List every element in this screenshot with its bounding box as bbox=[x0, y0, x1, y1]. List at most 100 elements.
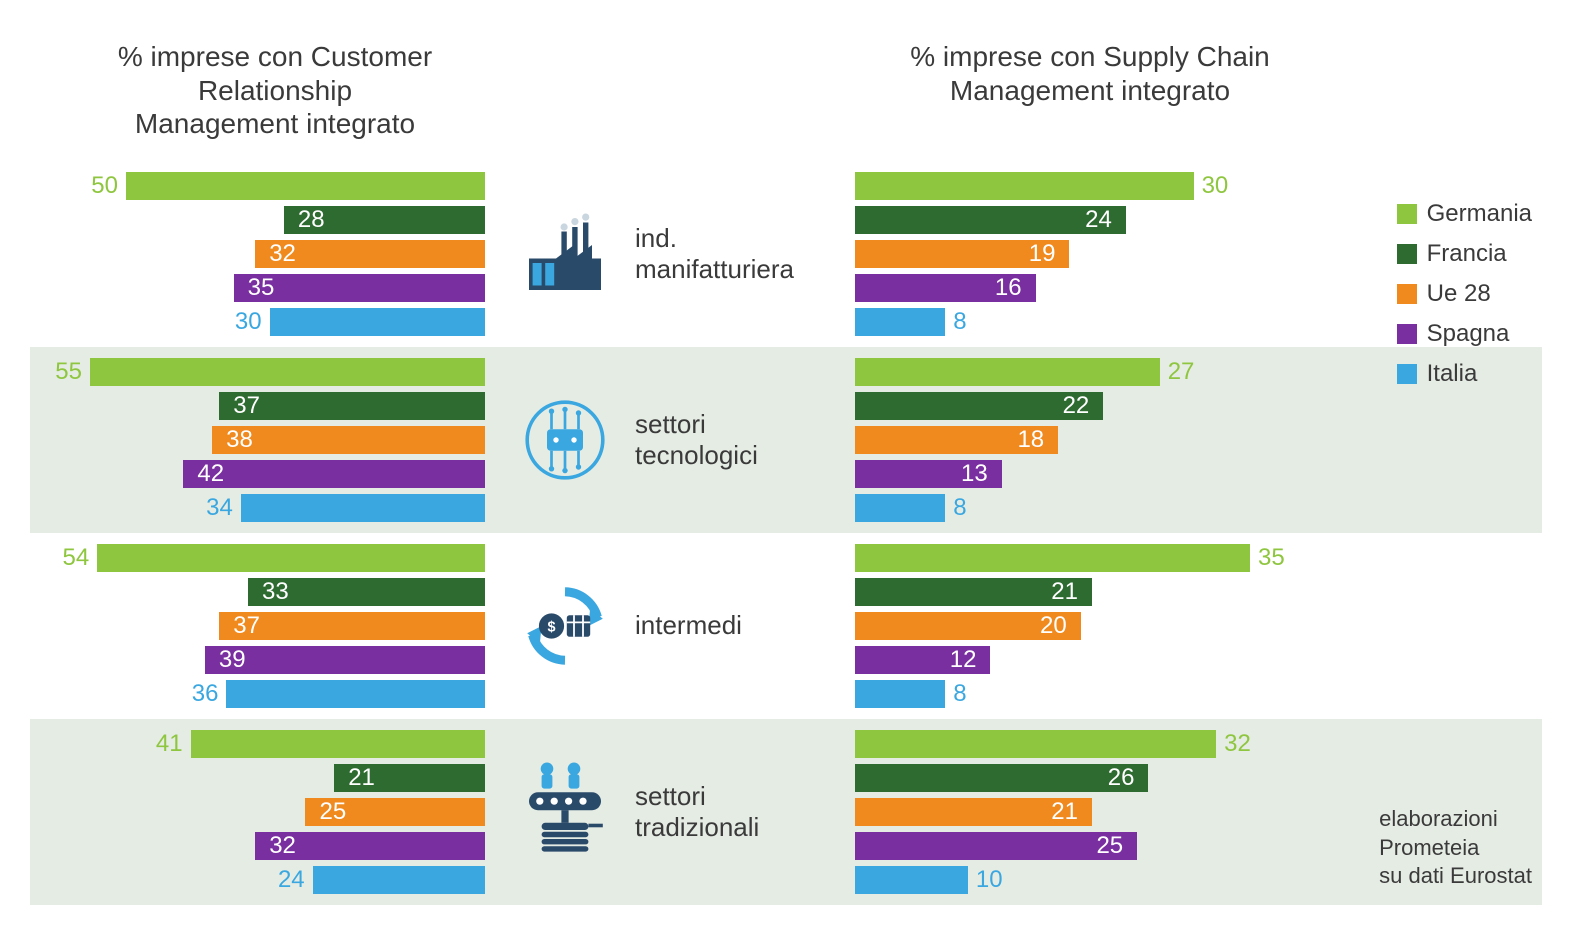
chip-icon-box bbox=[515, 390, 615, 490]
bar-scm-intermedi-spagna: 12 bbox=[855, 645, 990, 675]
credit-line2: Prometeia bbox=[1379, 835, 1479, 860]
chart-titles: % imprese con Customer Relationship Mana… bbox=[30, 40, 1542, 141]
crm-bars-manifatturiera: 50 28 32 35 30 bbox=[30, 171, 485, 337]
bar-value: 24 bbox=[270, 866, 313, 894]
bar-value: 21 bbox=[340, 764, 383, 792]
legend-item-germania: Germania bbox=[1397, 200, 1532, 228]
bar-value: 21 bbox=[1043, 578, 1086, 606]
category-label-manifatturiera: ind.manifatturiera bbox=[635, 223, 794, 285]
chip-icon bbox=[520, 395, 610, 485]
bar-value: 10 bbox=[968, 866, 1011, 894]
bar-value: 27 bbox=[1160, 358, 1203, 386]
scm-bars-manifatturiera: 302419168 bbox=[855, 171, 1260, 337]
title-scm: % imprese con Supply Chain Management in… bbox=[875, 40, 1305, 141]
bar-value: 54 bbox=[54, 544, 97, 572]
category-center-tecnologici: settoritecnologici bbox=[485, 390, 845, 490]
bar-scm-tecnologici-italia: 8 bbox=[855, 493, 975, 523]
bar-value: 50 bbox=[83, 172, 126, 200]
bar-crm-tradizionali-germania: 41 bbox=[148, 729, 485, 759]
bar-value: 30 bbox=[1194, 172, 1237, 200]
bar-value: 8 bbox=[945, 308, 974, 336]
legend-label: Ue 28 bbox=[1427, 280, 1491, 308]
bar-crm-tradizionali-italia: 24 bbox=[270, 865, 485, 895]
bar-crm-intermedi-francia: 33 bbox=[248, 577, 485, 607]
category-label-tradizionali: settoritradizionali bbox=[635, 781, 759, 843]
svg-text:$: $ bbox=[547, 619, 555, 635]
title-scm-line2: Management integrato bbox=[950, 75, 1230, 106]
legend-swatch bbox=[1397, 284, 1417, 304]
bar-crm-manifatturiera-francia: 28 bbox=[284, 205, 485, 235]
legend-label: Italia bbox=[1427, 360, 1478, 388]
legend-swatch bbox=[1397, 324, 1417, 344]
bar-value: 33 bbox=[254, 578, 297, 606]
bar-value: 13 bbox=[953, 460, 996, 488]
legend-swatch bbox=[1397, 204, 1417, 224]
bar-value: 36 bbox=[184, 680, 227, 708]
credit-line1: elaborazioni bbox=[1379, 806, 1498, 831]
title-crm: % imprese con Customer Relationship Mana… bbox=[50, 40, 500, 141]
bar-scm-intermedi-italia: 8 bbox=[855, 679, 975, 709]
category-center-tradizionali: settoritradizionali bbox=[485, 762, 845, 862]
bar-value: 30 bbox=[227, 308, 270, 336]
conveyor-icon-box bbox=[515, 762, 615, 862]
legend-swatch bbox=[1397, 244, 1417, 264]
bar-value: 37 bbox=[225, 392, 268, 420]
bar-value: 35 bbox=[240, 274, 283, 302]
bar-crm-tradizionali-francia: 21 bbox=[334, 763, 485, 793]
legend: GermaniaFranciaUe 28SpagnaItalia bbox=[1397, 200, 1532, 388]
bar-scm-intermedi-francia: 21 bbox=[855, 577, 1092, 607]
bar-crm-tecnologici-germania: 55 bbox=[47, 357, 485, 387]
legend-label: Francia bbox=[1427, 240, 1507, 268]
credit-text: elaborazioni Prometeia su dati Eurostat bbox=[1379, 805, 1532, 891]
bar-value: 18 bbox=[1009, 426, 1052, 454]
bar-value: 8 bbox=[945, 680, 974, 708]
crm-bars-intermedi: 54 33 37 39 36 bbox=[30, 543, 485, 709]
title-crm-line1: % imprese con Customer Relationship bbox=[118, 41, 432, 106]
bar-scm-tradizionali-germania: 32 bbox=[855, 729, 1259, 759]
factory-icon-box bbox=[515, 204, 615, 304]
bar-value: 28 bbox=[290, 206, 333, 234]
bar-crm-tecnologici-italia: 34 bbox=[198, 493, 485, 523]
scm-bars-tradizionali: 3226212510 bbox=[855, 729, 1260, 895]
bar-value: 32 bbox=[261, 240, 304, 268]
factory-icon bbox=[520, 209, 610, 299]
chart-rows: 5028323530 ind.manifatturiera30241916855… bbox=[30, 161, 1542, 905]
bar-scm-manifatturiera-ue28: 19 bbox=[855, 239, 1069, 269]
bar-value: 32 bbox=[1216, 730, 1259, 758]
legend-swatch bbox=[1397, 364, 1417, 384]
credit-line3: su dati Eurostat bbox=[1379, 863, 1532, 888]
legend-item-ue28: Ue 28 bbox=[1397, 280, 1532, 308]
bar-value: 42 bbox=[189, 460, 232, 488]
bar-scm-tecnologici-spagna: 13 bbox=[855, 459, 1002, 489]
bar-scm-manifatturiera-italia: 8 bbox=[855, 307, 975, 337]
category-row-tecnologici: 5537384234 settoritecnologici272218138 bbox=[30, 347, 1542, 533]
bar-value: 25 bbox=[311, 798, 354, 826]
legend-item-italia: Italia bbox=[1397, 360, 1532, 388]
bar-value: 38 bbox=[218, 426, 261, 454]
bar-scm-tradizionali-francia: 26 bbox=[855, 763, 1148, 793]
bar-scm-intermedi-ue28: 20 bbox=[855, 611, 1081, 641]
title-scm-line1: % imprese con Supply Chain bbox=[910, 41, 1270, 72]
bar-crm-tecnologici-francia: 37 bbox=[219, 391, 485, 421]
bar-crm-manifatturiera-italia: 30 bbox=[227, 307, 485, 337]
bar-scm-tecnologici-germania: 27 bbox=[855, 357, 1202, 387]
bar-value: 35 bbox=[1250, 544, 1293, 572]
bar-value: 19 bbox=[1021, 240, 1064, 268]
bar-value: 32 bbox=[261, 832, 304, 860]
bar-crm-manifatturiera-spagna: 35 bbox=[234, 273, 485, 303]
conveyor-icon bbox=[520, 757, 610, 867]
bar-value: 24 bbox=[1077, 206, 1120, 234]
bar-value: 34 bbox=[198, 494, 241, 522]
category-center-intermedi: $ intermedi bbox=[485, 576, 845, 676]
title-crm-line2: Management integrato bbox=[135, 108, 415, 139]
category-label-intermedi: intermedi bbox=[635, 610, 742, 641]
category-row-intermedi: 54 33 37 39 36 $ intermedi 35 21 20 12 8 bbox=[30, 533, 1542, 719]
bar-scm-tradizionali-ue28: 21 bbox=[855, 797, 1092, 827]
bar-scm-manifatturiera-germania: 30 bbox=[855, 171, 1236, 201]
bar-scm-intermedi-germania: 35 bbox=[855, 543, 1293, 573]
bar-scm-manifatturiera-francia: 24 bbox=[855, 205, 1126, 235]
bar-value: 20 bbox=[1032, 612, 1075, 640]
bar-scm-tradizionali-italia: 10 bbox=[855, 865, 1011, 895]
bar-value: 39 bbox=[211, 646, 254, 674]
bar-value: 37 bbox=[225, 612, 268, 640]
